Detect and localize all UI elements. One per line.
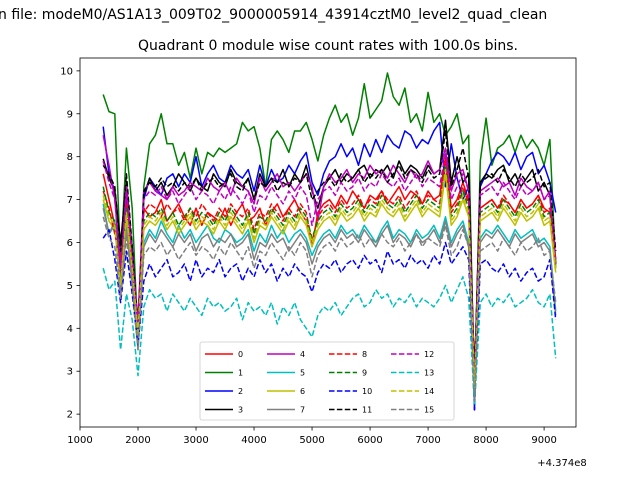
legend-label: 13 [424, 369, 434, 378]
x-tick-label: 8000 [473, 435, 498, 446]
x-tick-label: 2000 [125, 435, 150, 446]
legend-label: 12 [424, 350, 434, 359]
legend-label: 5 [300, 369, 305, 378]
y-tick-label: 6 [67, 238, 73, 249]
y-tick-label: 4 [67, 324, 73, 335]
legend-label: 15 [424, 406, 434, 415]
y-axis: 2 3 4 5 6 7 8 9 10 [60, 66, 80, 421]
y-tick-label: 5 [67, 281, 73, 292]
x-tick-label: 1000 [67, 435, 92, 446]
series-line-7 [102, 208, 557, 403]
x-tick-label: 7000 [415, 435, 440, 446]
series-line-14 [102, 168, 557, 390]
y-tick-label: 7 [67, 195, 73, 206]
series-line-13 [102, 268, 557, 407]
x-tick-label: 6000 [357, 435, 382, 446]
legend-label: 10 [362, 387, 372, 396]
series-line-15 [102, 216, 557, 403]
x-offset-label: +4.374e8 [537, 458, 587, 469]
y-tick-label: 8 [67, 152, 73, 163]
legend-label: 7 [300, 406, 305, 415]
y-tick-label: 9 [67, 109, 73, 120]
series-line-11 [102, 130, 557, 385]
legend-label: 8 [362, 350, 367, 359]
series-line-10 [102, 228, 557, 411]
legend-box [199, 341, 455, 421]
x-tick-label: 4000 [241, 435, 266, 446]
y-tick-label: 3 [67, 367, 73, 378]
legend-label: 0 [238, 350, 243, 359]
legend-label: 11 [362, 406, 372, 415]
series-line-1 [102, 72, 557, 403]
x-tick-label: 3000 [183, 435, 208, 446]
x-tick-label: 5000 [299, 435, 324, 446]
series-layer [102, 72, 557, 411]
legend-label: 2 [238, 387, 243, 396]
legend-label: 1 [238, 369, 243, 378]
y-tick-label: 2 [67, 410, 73, 421]
legend-label: 3 [238, 406, 243, 415]
chart-title: Quadrant 0 module wise count rates with … [138, 38, 518, 54]
y-tick-label: 10 [60, 66, 73, 77]
x-axis: 1000 2000 3000 4000 5000 6000 7000 8000 9000 [67, 427, 557, 446]
x-tick-label: 9000 [531, 435, 556, 446]
legend-label: 4 [300, 350, 305, 359]
legend-label: 14 [424, 387, 434, 396]
series-line-12 [102, 151, 557, 390]
legend-label: 9 [362, 369, 367, 378]
suptitle: n file: modeM0/AS1A13_009T02_9000005914_… [0, 7, 547, 23]
legend-label: 6 [300, 387, 305, 396]
